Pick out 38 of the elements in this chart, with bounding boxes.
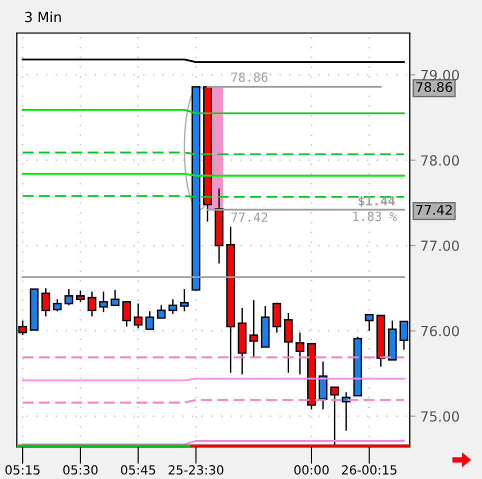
y-tick-label: 77.00 [421,240,459,251]
candlestick [41,287,50,318]
candlestick [342,392,351,432]
annotation: 78.86 [231,72,268,82]
y2-tick-label: 77.42 [416,204,452,215]
x-tick-label: 05:45 [121,465,156,475]
candlestick [76,290,85,303]
candlestick [272,302,282,334]
y-tick-label: 75.00 [421,411,459,422]
candlestick [364,314,374,332]
x-tick-label: 05:15 [5,465,40,475]
candlestick [88,290,96,318]
annotation: 1.83 % [353,212,397,222]
candlestick [122,301,132,328]
annotation: $1.44 [358,196,395,208]
y-tick-label: 76.00 [421,326,459,336]
candlestick [99,290,108,313]
x-tick-label: 00:00 [294,465,329,475]
candlestick [249,299,258,358]
candlestick [134,302,143,329]
candlestick [52,298,62,312]
candlestick [180,288,189,312]
y-tick-label: 78.00 [421,155,459,166]
candlestick [318,360,328,410]
chart-title: 3 Min [25,11,61,22]
candlestick [110,289,120,306]
candlestick [296,332,304,376]
x-tick-label: 05:30 [63,465,98,475]
annotation: 77.42 [231,212,268,222]
candlestick [145,310,154,330]
y2-tick-label: 78.86 [416,82,452,92]
candlestick [64,288,74,306]
candlestick [168,298,178,314]
x-tick-label: 26-00:15 [342,465,396,475]
candlestick [156,304,166,319]
y-tick-label: 79.00 [421,70,459,80]
x-tick-label: 25-23:30 [168,465,224,475]
candlestick [284,312,293,374]
